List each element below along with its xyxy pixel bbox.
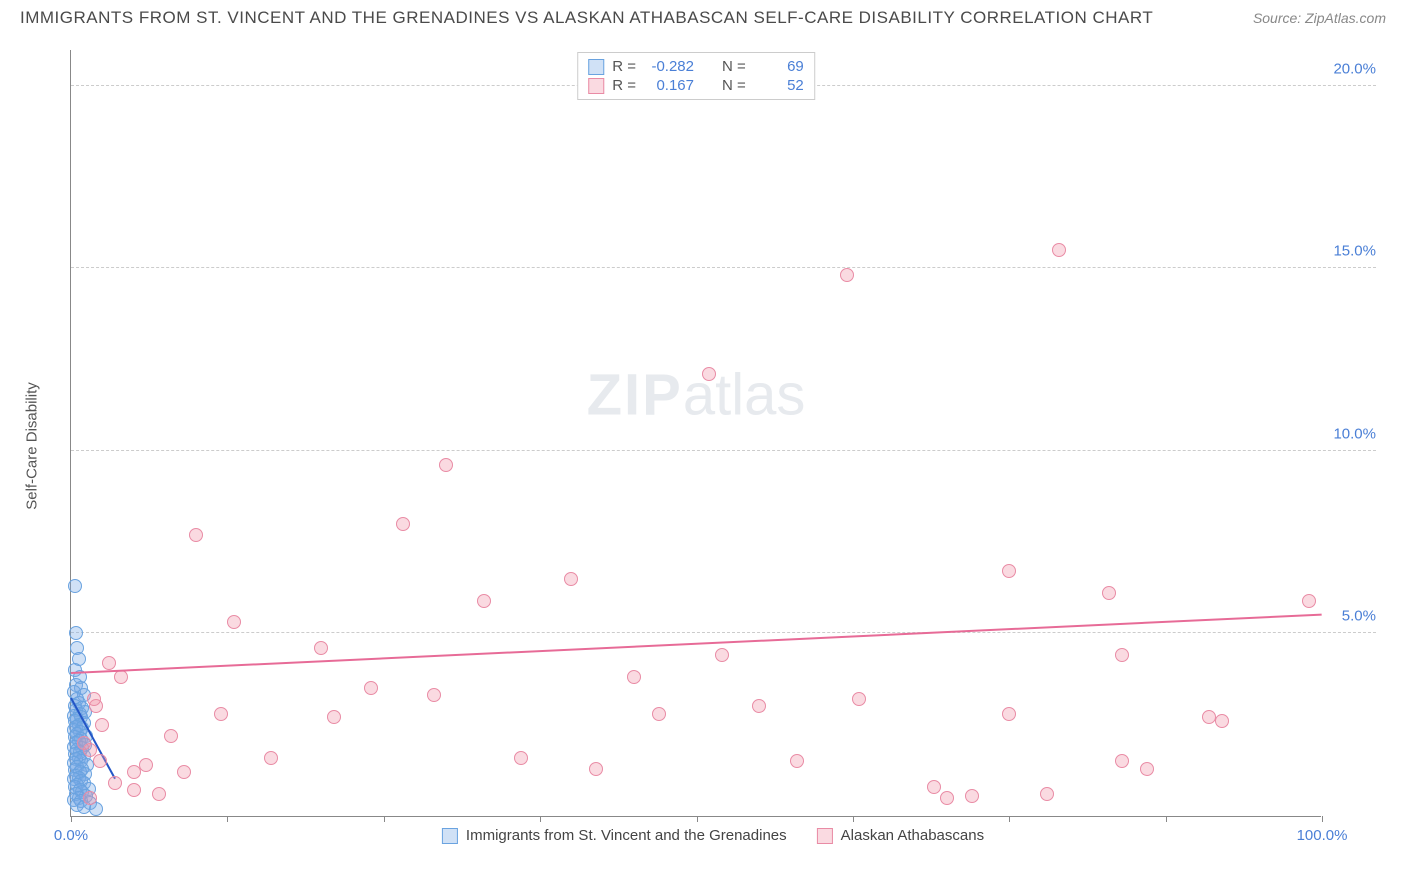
- r-label: R =: [612, 58, 636, 75]
- r-value: -0.282: [644, 58, 694, 75]
- data-point: [1002, 564, 1016, 578]
- data-point: [227, 615, 241, 629]
- chart-title: IMMIGRANTS FROM ST. VINCENT AND THE GREN…: [20, 8, 1153, 28]
- data-point: [139, 758, 153, 772]
- data-point: [1002, 707, 1016, 721]
- x-tick: [853, 816, 854, 822]
- data-point: [477, 594, 491, 608]
- data-point: [852, 692, 866, 706]
- data-point: [1215, 714, 1229, 728]
- n-label: N =: [722, 58, 746, 75]
- data-point: [364, 681, 378, 695]
- n-value: 69: [754, 58, 804, 75]
- data-point: [114, 670, 128, 684]
- data-point: [927, 780, 941, 794]
- r-label: R =: [612, 77, 636, 94]
- legend-label: Immigrants from St. Vincent and the Gren…: [466, 827, 787, 844]
- x-tick: [1322, 816, 1323, 822]
- series-legend: Immigrants from St. Vincent and the Gren…: [442, 827, 984, 844]
- x-tick: [384, 816, 385, 822]
- x-tick-label: 0.0%: [54, 827, 88, 844]
- watermark: ZIPatlas: [587, 361, 806, 428]
- data-point: [93, 754, 107, 768]
- gridline: [71, 267, 1376, 268]
- y-axis-label: Self-Care Disability: [24, 382, 41, 510]
- data-point: [1040, 787, 1054, 801]
- data-point: [177, 765, 191, 779]
- data-point: [1115, 648, 1129, 662]
- chart-area: Self-Care Disability ZIPatlas R =-0.282N…: [50, 50, 1376, 842]
- data-point: [152, 787, 166, 801]
- x-tick: [697, 816, 698, 822]
- data-point: [1302, 594, 1316, 608]
- r-value: 0.167: [644, 77, 694, 94]
- data-point: [102, 656, 116, 670]
- data-point: [514, 751, 528, 765]
- legend-swatch: [817, 828, 833, 844]
- data-point: [965, 789, 979, 803]
- data-point: [164, 729, 178, 743]
- y-tick-label: 10.0%: [1326, 425, 1376, 442]
- x-tick: [227, 816, 228, 822]
- data-point: [396, 517, 410, 531]
- legend-row: R = -0.282 N = 69: [588, 57, 804, 76]
- data-point: [627, 670, 641, 684]
- legend-item: Alaskan Athabascans: [817, 827, 984, 844]
- data-point: [327, 710, 341, 724]
- y-tick-label: 5.0%: [1326, 608, 1376, 625]
- legend-row: R = 0.167 N = 52: [588, 76, 804, 95]
- x-tick: [540, 816, 541, 822]
- legend-item: Immigrants from St. Vincent and the Gren…: [442, 827, 787, 844]
- x-tick-label: 100.0%: [1297, 827, 1348, 844]
- correlation-legend: R = -0.282 N = 69 R = 0.167 N = 52: [577, 52, 815, 100]
- data-point: [790, 754, 804, 768]
- data-point: [127, 783, 141, 797]
- x-tick: [1166, 816, 1167, 822]
- data-point: [702, 367, 716, 381]
- data-point: [752, 699, 766, 713]
- data-point: [439, 458, 453, 472]
- data-point: [715, 648, 729, 662]
- data-point: [652, 707, 666, 721]
- legend-swatch: [588, 59, 604, 75]
- legend-label: Alaskan Athabascans: [841, 827, 984, 844]
- data-point: [189, 528, 203, 542]
- data-point: [264, 751, 278, 765]
- n-value: 52: [754, 77, 804, 94]
- data-point: [1102, 586, 1116, 600]
- data-point: [68, 579, 82, 593]
- n-label: N =: [722, 77, 746, 94]
- data-point: [87, 692, 101, 706]
- data-point: [83, 791, 97, 805]
- legend-swatch: [442, 828, 458, 844]
- data-point: [1115, 754, 1129, 768]
- data-point: [314, 641, 328, 655]
- data-point: [1052, 243, 1066, 257]
- x-tick: [71, 816, 72, 822]
- scatter-plot: ZIPatlas R =-0.282N =69R =0.167N =52 5.0…: [70, 50, 1321, 817]
- data-point: [95, 718, 109, 732]
- data-point: [940, 791, 954, 805]
- data-point: [77, 736, 91, 750]
- gridline: [71, 450, 1376, 451]
- data-point: [108, 776, 122, 790]
- x-tick: [1009, 816, 1010, 822]
- y-tick-label: 20.0%: [1326, 60, 1376, 77]
- data-point: [1140, 762, 1154, 776]
- trend-line: [71, 613, 1322, 673]
- data-point: [564, 572, 578, 586]
- source-label: Source: ZipAtlas.com: [1253, 10, 1386, 26]
- legend-swatch: [588, 78, 604, 94]
- data-point: [214, 707, 228, 721]
- data-point: [840, 268, 854, 282]
- data-point: [127, 765, 141, 779]
- data-point: [589, 762, 603, 776]
- y-tick-label: 15.0%: [1326, 243, 1376, 260]
- data-point: [427, 688, 441, 702]
- gridline: [71, 632, 1376, 633]
- data-point: [69, 626, 83, 640]
